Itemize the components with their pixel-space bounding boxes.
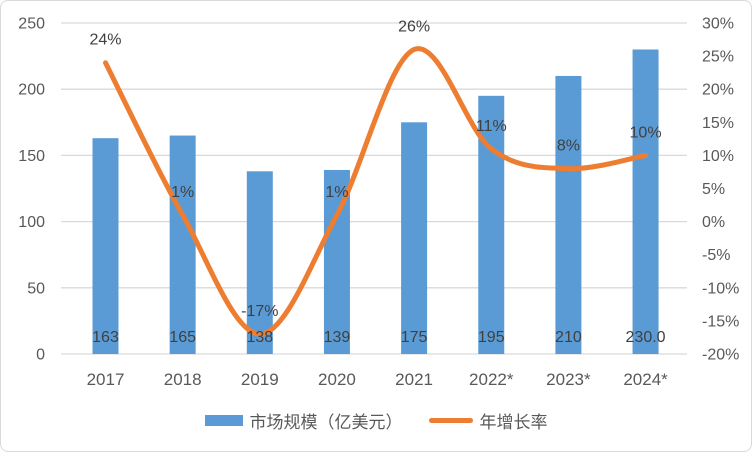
- y-axis-right-tick-label: 30%: [702, 16, 734, 33]
- line-value-label: 8%: [557, 138, 580, 155]
- bar-value-label: 163: [92, 329, 119, 346]
- bar-2018: [169, 135, 196, 354]
- legend-label-growth-rate: 年增长率: [479, 413, 548, 432]
- line-value-label: -17%: [241, 303, 278, 320]
- x-axis-label: 2023*: [546, 370, 591, 389]
- y-axis-left-tick-label: 200: [18, 82, 45, 99]
- bar-value-label: 175: [401, 329, 428, 346]
- y-axis-left-tick-label: 250: [18, 16, 45, 33]
- y-axis-right-tick-label: -15%: [702, 313, 739, 330]
- y-axis-right-tick-label: 25%: [702, 49, 734, 66]
- bar-2017: [92, 138, 119, 354]
- y-axis-right-tick-label: -5%: [702, 247, 730, 264]
- line-value-label: 1%: [171, 184, 194, 201]
- y-axis-left-tick-label: 100: [18, 214, 45, 231]
- growth-rate-line: [103, 46, 649, 337]
- bar-value-label: 230.0: [626, 329, 666, 346]
- y-axis-right-tick-label: -10%: [702, 280, 739, 297]
- bar-2023*: [555, 75, 582, 355]
- y-axis-right-tick-label: 20%: [702, 82, 734, 99]
- y-axis-left-tick-label: 50: [27, 280, 45, 297]
- line-value-label: 26%: [398, 18, 430, 35]
- y-axis-right-tick-label: 0%: [702, 214, 725, 231]
- bar-2024*: [632, 49, 659, 354]
- x-axis-label: 2021: [395, 370, 433, 389]
- y-axis-right-tick-label: 15%: [702, 115, 734, 132]
- line-value-label: 10%: [630, 124, 662, 141]
- x-axis-label: 2019: [241, 370, 279, 389]
- y-axis-right-tick-label: 5%: [702, 181, 725, 198]
- y-axis-right-tick-label: 10%: [702, 148, 734, 165]
- line-value-label: 24%: [89, 32, 121, 49]
- x-axis-label: 2018: [164, 370, 202, 389]
- x-axis-label: 2022*: [469, 370, 514, 389]
- line-value-label: 1%: [325, 184, 348, 201]
- x-axis-label: 2017: [87, 370, 125, 389]
- legend-item-market-size: 市场规模（亿美元）: [204, 408, 403, 433]
- x-axis-label: 2020: [318, 370, 356, 389]
- bar-value-label: 210: [555, 329, 582, 346]
- bar-value-label: 165: [169, 329, 196, 346]
- y-axis-left-tick-label: 0: [36, 347, 45, 364]
- legend-item-growth-rate: 年增长率: [428, 408, 548, 433]
- line-value-label: 11%: [476, 118, 507, 135]
- bar-value-label: 195: [478, 329, 505, 346]
- legend-line-swatch-icon: [428, 418, 473, 423]
- combo-bar-line-chart: 163 165 138 139 175 195 210 230.0 24% 1% -17% 1% 26%…: [18, 16, 739, 390]
- bar-2021: [401, 122, 428, 354]
- legend-bar-swatch-icon: [204, 415, 243, 426]
- chart-legend: 市场规模（亿美元） 年增长率: [1, 408, 751, 433]
- bar-value-label: 139: [324, 329, 351, 346]
- bar-value-label: 138: [246, 329, 273, 346]
- legend-label-market-size: 市场规模（亿美元）: [249, 413, 403, 432]
- y-axis-right-tick-label: -20%: [702, 347, 739, 364]
- y-axis-left-tick-label: 150: [18, 148, 45, 165]
- x-axis-label: 2024*: [623, 370, 668, 389]
- bar-2019: [246, 171, 273, 354]
